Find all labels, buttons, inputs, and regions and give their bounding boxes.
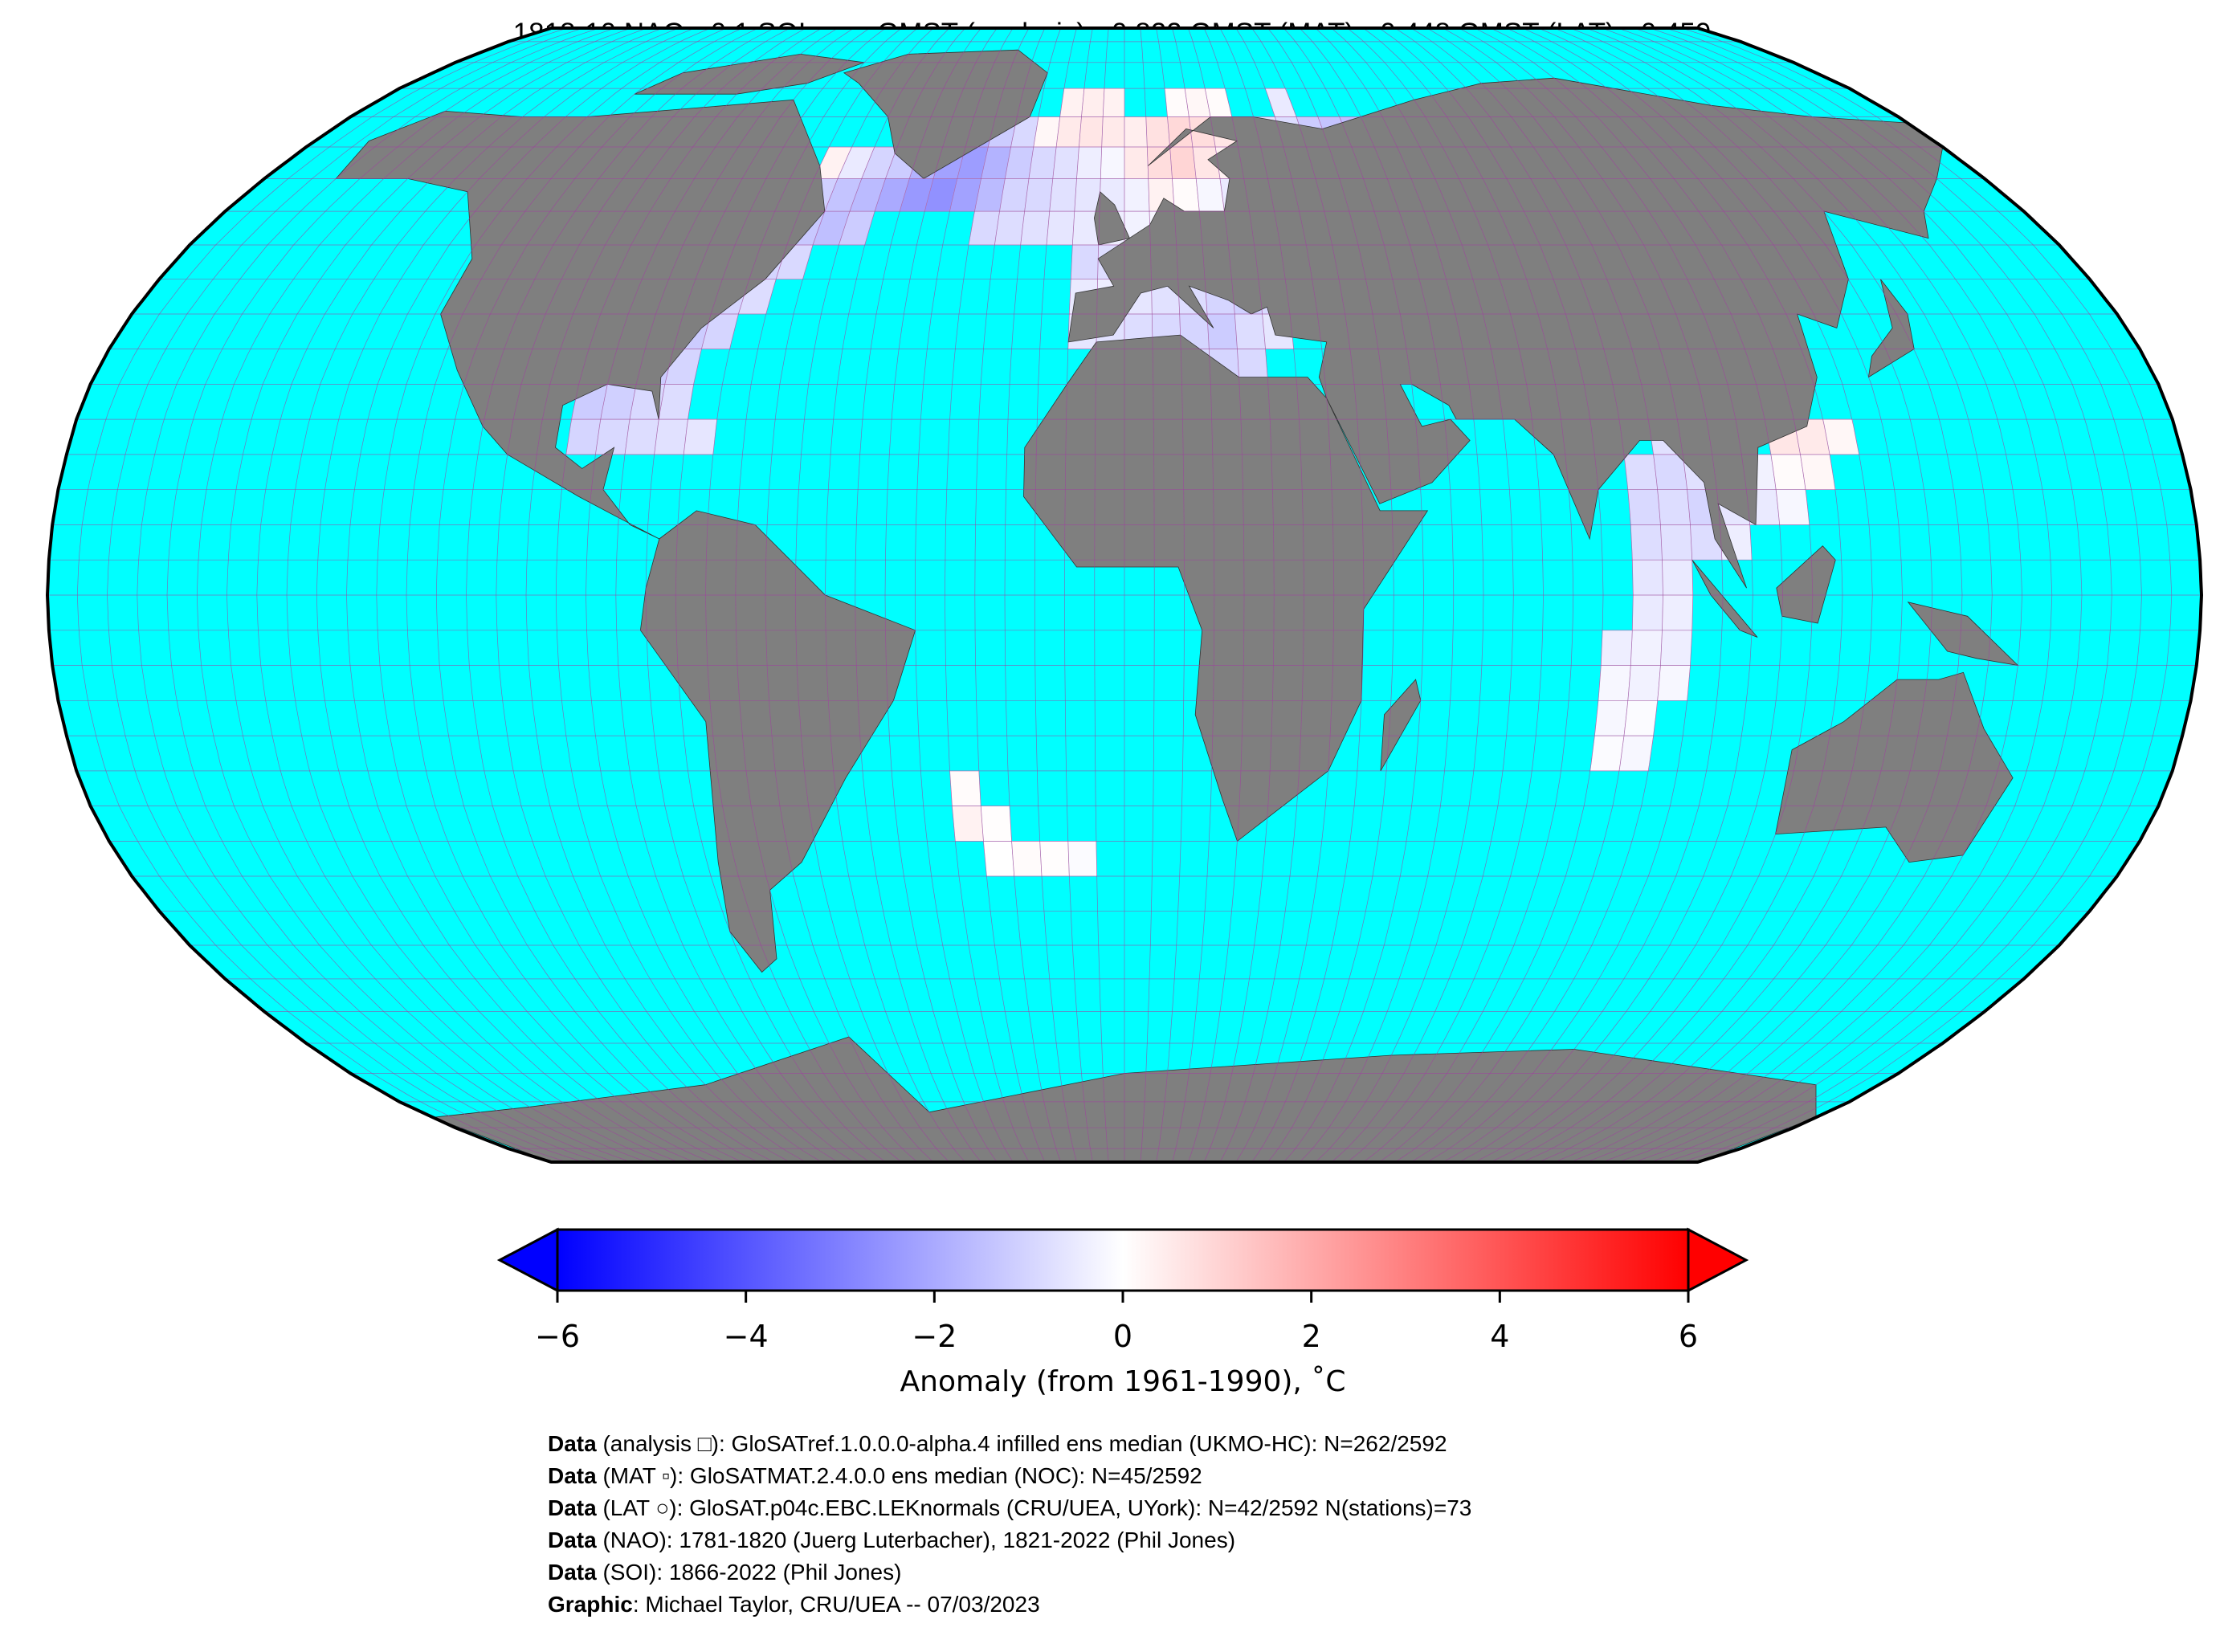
credit-line: Data (MAT ▫): GloSATMAT.2.4.0.0 ens medi… [548, 1460, 1471, 1492]
anomaly-cell [1662, 594, 1694, 631]
colorbar-extend-low [496, 1227, 559, 1293]
credit-bold: Data [548, 1560, 597, 1585]
credit-text: (MAT ▫): GloSATMAT.2.4.0.0 ens median (N… [596, 1463, 1202, 1488]
land-madagascar [1380, 679, 1422, 772]
colorbar-tick-label: −6 [534, 1319, 581, 1354]
anomaly-cell [1011, 841, 1043, 877]
credit-line: Graphic: Michael Taylor, CRU/UEA -- 07/0… [548, 1589, 1471, 1621]
anomaly-cell [565, 418, 601, 455]
anomaly-cell [1630, 524, 1663, 561]
anomaly-cell [980, 806, 1012, 842]
anomaly-cell [1124, 178, 1150, 212]
credit-bold: Data [548, 1463, 597, 1488]
colorbar-extend-high [1687, 1227, 1749, 1293]
land-north-america [335, 99, 826, 540]
anomaly-cell [1024, 178, 1054, 212]
anomaly-cell [1206, 313, 1238, 349]
anomaly-cell [1076, 146, 1103, 179]
world-map [45, 27, 2204, 1164]
land-greenland [843, 49, 1048, 179]
colorbar-tick-label: −2 [912, 1319, 957, 1354]
credit-line: Data (NAO): 1781-1820 (Juerg Luterbacher… [548, 1524, 1471, 1556]
colorbar-tick-label: 6 [1678, 1319, 1699, 1354]
anomaly-cell [1589, 735, 1625, 772]
anomaly-cell [1623, 700, 1659, 736]
anomaly-cell [1081, 88, 1105, 117]
anomaly-cell [1657, 665, 1691, 701]
colorbar-tick-label: −4 [723, 1319, 769, 1354]
credit-line: Data (LAT ○): GloSAT.p04c.EBC.LEKnormals… [548, 1492, 1471, 1524]
credit-bold: Data [548, 1495, 597, 1520]
colorbar-tick-label: 2 [1301, 1319, 1321, 1354]
credit-bold: Data [548, 1431, 597, 1456]
anomaly-cell [1169, 146, 1197, 179]
credit-text: : Michael Taylor, CRU/UEA -- 07/03/2023 [632, 1592, 1040, 1617]
anomaly-cell [1657, 489, 1691, 525]
anomaly-cell [1039, 841, 1070, 877]
data-credits: Data (analysis □): GloSATref.1.0.0.0-alp… [548, 1428, 1471, 1621]
anomaly-cell [1195, 178, 1225, 212]
anomaly-cell [1100, 146, 1125, 179]
credit-line: Data (analysis □): GloSATref.1.0.0.0-alp… [548, 1428, 1471, 1460]
anomaly-cell [1618, 735, 1654, 772]
colorbar-ticks [556, 1291, 1690, 1303]
anomaly-cell [1070, 244, 1100, 279]
anomaly-cell [1102, 88, 1125, 117]
anomaly-cell [1594, 700, 1629, 736]
anomaly-cell [994, 210, 1025, 246]
anomaly-cell [1800, 454, 1836, 490]
anomaly-cell [1660, 524, 1693, 561]
anomaly-cell [1660, 630, 1693, 666]
credit-line: Data (SOI): 1866-2022 (Phil Jones) [548, 1556, 1471, 1589]
credit-bold: Data [548, 1528, 597, 1552]
anomaly-cell [624, 418, 659, 455]
map-border [45, 27, 2204, 1164]
anomaly-cell [1770, 454, 1806, 490]
credit-bold: Graphic [548, 1592, 633, 1617]
anomaly-cell [654, 418, 688, 455]
anomaly-cell [1600, 630, 1633, 666]
land-eurasia [1067, 77, 1944, 589]
colorbar-bar [556, 1228, 1690, 1292]
anomaly-cell [1234, 313, 1266, 349]
anomaly-cell [1067, 841, 1098, 877]
anomaly-cell [1630, 630, 1663, 666]
anomaly-cell [683, 418, 717, 455]
anomaly-cell [952, 806, 984, 842]
anomaly-cell [949, 770, 981, 806]
anomaly-cell [1124, 146, 1149, 179]
anomaly-cell [1632, 594, 1663, 631]
anomaly-cell [1598, 665, 1631, 701]
anomaly-cell [1627, 665, 1661, 701]
anomaly-cell [1055, 116, 1082, 148]
land-new-guinea [1907, 602, 2019, 667]
credit-text: (NAO): 1781-1820 (Juerg Luterbacher), 18… [596, 1528, 1236, 1552]
anomaly-cell [1124, 116, 1148, 148]
anomaly-cell [1049, 178, 1077, 212]
anomaly-cell [1079, 116, 1104, 148]
graticule [47, 27, 2202, 1163]
anomaly-cell [1623, 454, 1659, 490]
anomaly-cell [1775, 489, 1810, 525]
map-outline [45, 27, 2204, 1164]
land-borneo [1776, 545, 1836, 624]
anomaly-cell [1632, 559, 1663, 596]
anomaly-cell [1052, 146, 1079, 179]
colorbar-tick-label: 4 [1490, 1319, 1510, 1354]
anomaly-cell [1627, 489, 1661, 525]
colorbar-label: Anomaly (from 1961-1990), ˚C [900, 1365, 1346, 1398]
anomaly-cell [1020, 210, 1051, 246]
credit-text: (analysis □): GloSATref.1.0.0.0-alpha.4 … [596, 1431, 1447, 1456]
credit-text: (LAT ○): GloSAT.p04c.EBC.LEKnormals (CRU… [596, 1495, 1472, 1520]
credit-text: (SOI): 1866-2022 (Phil Jones) [596, 1560, 902, 1585]
anomaly-cell [1101, 116, 1125, 148]
anomaly-cell [1662, 559, 1694, 596]
colorbar-tick-label: 0 [1112, 1319, 1133, 1354]
anomaly-cell [1046, 210, 1075, 246]
anomaly-cell [983, 841, 1015, 877]
anomaly-cell [1145, 116, 1170, 148]
